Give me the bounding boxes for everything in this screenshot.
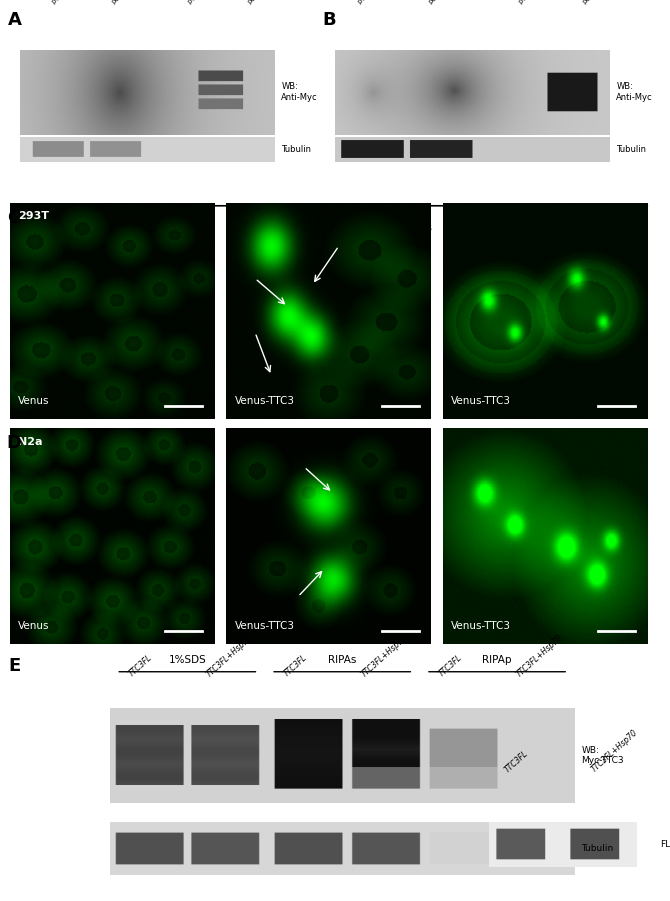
Text: pCMV-Myc  EV: pCMV-Myc EV [187,0,228,5]
Text: RIPAp: RIPAp [227,223,255,233]
Text: RIPAs: RIPAs [89,223,116,233]
Text: 1%SDS: 1%SDS [168,655,206,665]
Text: pCMV-Myc-TTC3FL: pCMV-Myc-TTC3FL [111,0,161,5]
Text: RIPAp: RIPAp [565,223,594,233]
Text: TTC3FL: TTC3FL [502,749,529,775]
Text: Tubulin: Tubulin [281,145,312,154]
Text: FLAG-Hsp70: FLAG-Hsp70 [660,840,670,849]
Text: Venus-TTC3: Venus-TTC3 [234,622,295,632]
Text: RIPAs: RIPAs [405,223,432,233]
Text: TTC3FL: TTC3FL [437,653,464,679]
Text: pCMV-Myc  EV: pCMV-Myc EV [356,0,397,5]
Text: N2a: N2a [18,437,43,447]
Text: pCMV-Myc  EV: pCMV-Myc EV [517,0,558,5]
Text: pCMV-Myc-TTC3FL: pCMV-Myc-TTC3FL [246,0,297,5]
Text: pCMV-Myc  EV: pCMV-Myc EV [52,0,92,5]
Text: TTC3FL+Hsp70: TTC3FL+Hsp70 [204,633,255,679]
Text: TTC3FL: TTC3FL [127,653,154,679]
Text: WB:
Myc-TTC3: WB: Myc-TTC3 [582,746,624,765]
Text: TTC3FL+Hsp70: TTC3FL+Hsp70 [359,633,409,679]
Text: 293T: 293T [18,212,49,222]
Text: Venus: Venus [18,622,50,632]
Text: Venus-TTC3: Venus-TTC3 [451,622,511,632]
Text: Tubulin: Tubulin [582,844,614,853]
Text: TTC3FL+Hsp70: TTC3FL+Hsp70 [590,728,639,775]
Text: Venus: Venus [18,396,50,406]
Text: Venus-TTC3: Venus-TTC3 [234,396,295,406]
Text: TTC3FL+Hsp70: TTC3FL+Hsp70 [515,633,564,679]
Text: RIPAs: RIPAs [328,655,356,665]
Text: RIPAp: RIPAp [482,655,512,665]
Text: WB:
Anti-Myc: WB: Anti-Myc [281,82,318,102]
Text: TTC3FL: TTC3FL [282,653,309,679]
Text: pCMV-Myc-TTC3FL: pCMV-Myc-TTC3FL [582,0,632,5]
Text: pCMV-Myc-TTC3FL: pCMV-Myc-TTC3FL [427,0,478,5]
Text: Venus-TTC3: Venus-TTC3 [451,396,511,406]
Text: D: D [7,434,21,452]
Text: C: C [7,209,20,227]
Text: A: A [8,11,22,29]
Text: B: B [322,11,336,29]
Text: WB:
Anti-Myc: WB: Anti-Myc [616,82,653,102]
Text: E: E [8,658,20,676]
Text: Tubulin: Tubulin [616,145,647,154]
